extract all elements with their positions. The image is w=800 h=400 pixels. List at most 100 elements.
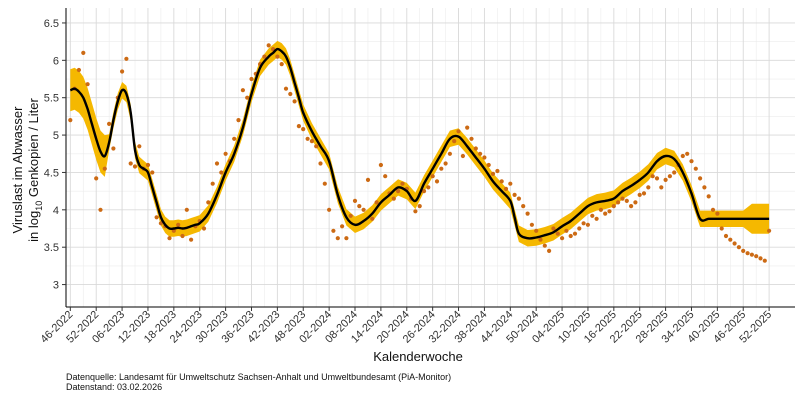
data-point: [452, 139, 457, 144]
data-point: [434, 179, 440, 184]
data-point: [590, 213, 595, 218]
data-point: [396, 189, 401, 194]
data-point: [512, 192, 517, 197]
data-point: [538, 237, 543, 242]
data-point: [637, 192, 642, 197]
data-point: [607, 209, 612, 214]
data-point: [340, 224, 345, 229]
data-point: [219, 170, 224, 175]
data-point: [383, 174, 388, 179]
data-point: [240, 88, 245, 93]
data-point: [547, 248, 552, 253]
data-date-caption: Datenstand: 03.02.2026: [66, 382, 163, 392]
data-point: [322, 181, 327, 186]
data-point: [456, 129, 461, 134]
data-point: [120, 69, 125, 74]
data-point: [301, 127, 306, 132]
data-point: [521, 204, 526, 209]
data-point: [646, 185, 651, 190]
data-point: [111, 146, 116, 151]
data-point: [525, 211, 530, 216]
data-point: [430, 174, 435, 179]
data-point: [348, 213, 353, 218]
data-point: [551, 226, 556, 231]
data-point: [749, 252, 755, 257]
data-point: [309, 139, 314, 144]
data-point: [667, 174, 673, 179]
x-axis-title: Kalenderwoche: [373, 349, 463, 364]
data-point: [447, 151, 452, 156]
data-point: [102, 166, 107, 171]
data-point: [534, 228, 539, 233]
data-point: [723, 233, 729, 239]
data-point: [654, 176, 660, 181]
data-point: [279, 62, 284, 67]
data-point: [603, 211, 608, 216]
data-point: [305, 136, 310, 141]
data-point: [76, 67, 81, 73]
data-point: [672, 170, 677, 175]
data-point: [555, 231, 560, 236]
data-point: [374, 200, 379, 205]
data-point: [490, 171, 496, 176]
data-point: [465, 125, 470, 130]
data-point: [736, 245, 742, 250]
data-point: [124, 56, 129, 61]
data-point: [741, 248, 746, 253]
data-point: [706, 194, 711, 199]
data-point: [292, 99, 297, 104]
data-point: [344, 236, 349, 241]
data-point: [94, 176, 99, 181]
data-point: [180, 233, 185, 239]
data-point: [249, 76, 254, 82]
data-point: [413, 209, 418, 214]
data-point: [370, 216, 375, 221]
data-point: [663, 177, 668, 182]
data-point: [210, 181, 215, 186]
data-point: [482, 155, 487, 160]
grid: [66, 8, 795, 307]
y-tick-label: 4.5: [44, 167, 59, 179]
data-point: [327, 207, 332, 212]
data-point: [318, 161, 323, 166]
data-point: [214, 161, 220, 166]
x-axis-ticks: 46-202252-202206-202312-202318-202324-20…: [38, 307, 774, 346]
data-point: [232, 136, 237, 141]
data-point: [132, 164, 138, 169]
data-point: [266, 43, 271, 48]
y-axis-ticks: 3 3.5 4 4.5 5 5.5 6 6.5: [44, 18, 66, 292]
data-point: [685, 151, 690, 156]
minor-gridlines: [66, 8, 795, 307]
data-point: [620, 196, 625, 201]
data-point: [594, 216, 599, 221]
y-axis-title: Viruslast im Abwasser in log10 Genkopien…: [10, 97, 44, 241]
data-point: [478, 151, 483, 156]
data-point: [296, 124, 301, 129]
major-gridlines: [66, 8, 795, 307]
data-point: [137, 144, 142, 149]
smooth-trend-line: [69, 47, 770, 240]
data-point: [641, 191, 647, 196]
data-point: [262, 54, 267, 59]
data-point: [745, 251, 750, 256]
y-axis-title-line2: in log10 Genkopien / Liter: [26, 97, 44, 241]
data-point: [158, 221, 163, 226]
data-point: [378, 162, 383, 168]
data-point: [352, 198, 358, 203]
data-point: [443, 161, 448, 166]
data-point: [98, 207, 103, 212]
data-point: [236, 118, 241, 123]
data-point: [659, 185, 664, 190]
data-point: [758, 256, 763, 261]
data-point: [728, 237, 733, 242]
data-point: [495, 168, 500, 174]
data-point: [560, 236, 565, 241]
data-point: [439, 166, 444, 171]
data-point: [732, 241, 737, 246]
data-point: [719, 226, 724, 231]
data-point: [710, 207, 716, 212]
data-point: [611, 204, 616, 209]
data-point: [201, 226, 207, 231]
data-point: [400, 181, 405, 186]
data-point: [314, 144, 319, 149]
